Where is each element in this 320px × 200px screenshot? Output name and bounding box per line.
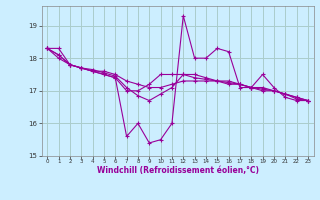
X-axis label: Windchill (Refroidissement éolien,°C): Windchill (Refroidissement éolien,°C) — [97, 166, 259, 175]
